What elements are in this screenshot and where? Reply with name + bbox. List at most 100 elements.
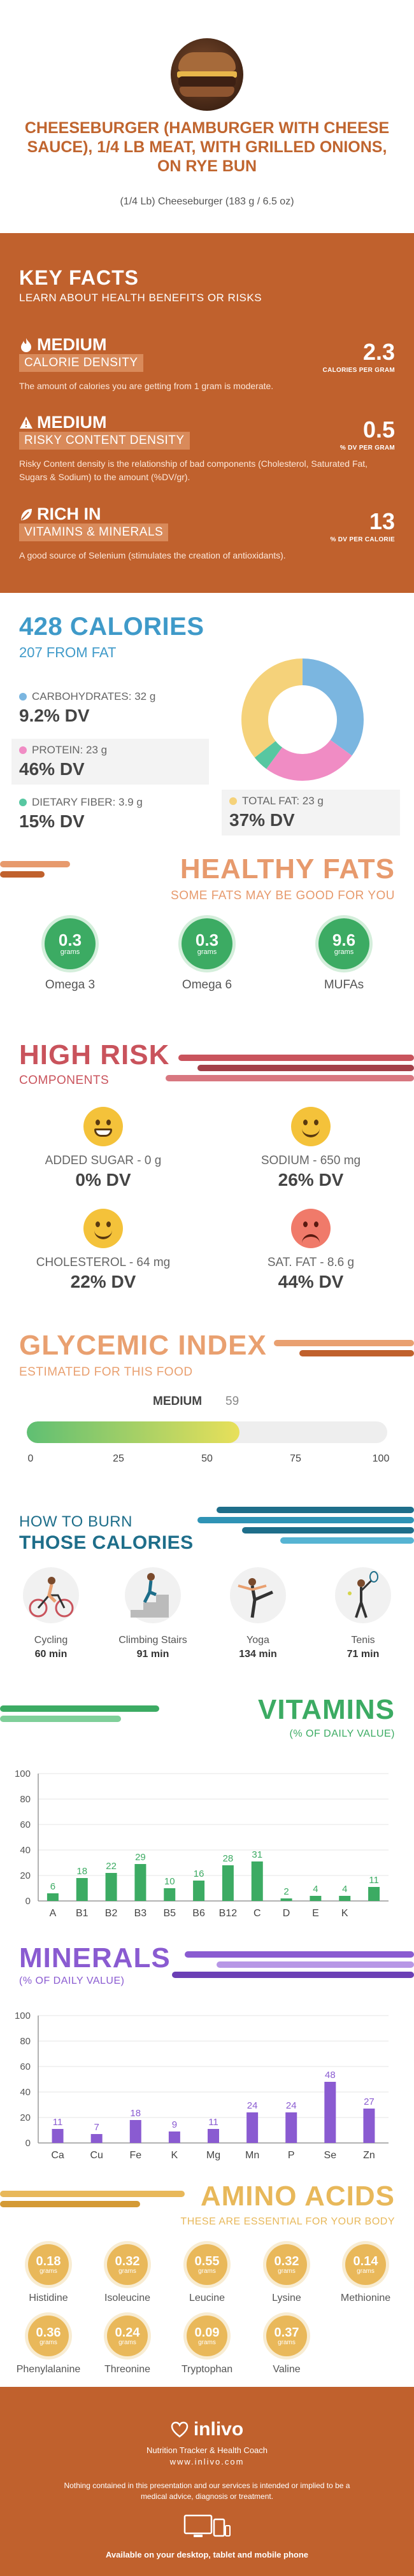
vitamin-category-label: B6 bbox=[192, 1908, 205, 1919]
macro-carbohydrates: CARBOHYDRATES: 32 g 9.2% DV bbox=[19, 690, 210, 726]
serving-size: (1/4 Lb) Cheeseburger (183 g / 6.5 oz) bbox=[120, 196, 294, 207]
vitamin-data-label: 6 bbox=[50, 1881, 55, 1892]
mineral-bar bbox=[285, 2112, 297, 2143]
vitamin-data-label: 29 bbox=[135, 1852, 146, 1863]
fat-dot-icon bbox=[229, 797, 237, 805]
brand-logo[interactable]: inlivo bbox=[0, 2419, 414, 2440]
glycemic-tick: 0 bbox=[27, 1453, 34, 1464]
macro-dv: 15% DV bbox=[19, 811, 85, 831]
minerals-bar-chart: 0 20 40 60 80 100 11 7 18 9 11 24 24 48 27 Ca Cu Fe K Mg Mn P… bbox=[15, 2010, 389, 2161]
mineral-category-label: Fe bbox=[129, 2150, 141, 2161]
mineral-data-label: 24 bbox=[247, 2100, 258, 2111]
zigzag-divider bbox=[0, 2382, 414, 2387]
mineral-category-label: K bbox=[171, 2150, 178, 2161]
amino-unit: grams bbox=[198, 2267, 216, 2275]
fact-value: 13 bbox=[369, 508, 395, 534]
donut-slice-protein bbox=[241, 658, 364, 781]
mineral-bar bbox=[246, 2112, 259, 2143]
footer: inlivo Nutrition Tracker & Health Coach … bbox=[0, 2382, 414, 2576]
amino-value: 0.37 bbox=[274, 2325, 299, 2340]
activity-name: Climbing Stairs bbox=[118, 1635, 187, 1646]
brand-url[interactable]: www.inlivo.com bbox=[169, 2457, 245, 2466]
fat-unit: grams bbox=[60, 948, 80, 956]
calories-from-fat: 207 FROM FAT bbox=[19, 644, 117, 660]
vitamin-bar bbox=[164, 1888, 176, 1901]
risk-dv: 26% DV bbox=[278, 1170, 344, 1190]
fact-unit: % DV PER CALORIE bbox=[330, 536, 395, 543]
amino-phenylalanine: 0.36 grams Phenylalanine bbox=[10, 2316, 87, 2375]
key-facts-title: KEY FACTS bbox=[19, 266, 139, 289]
vitamin-y-tick: 40 bbox=[20, 1845, 31, 1856]
amino-value: 0.24 bbox=[115, 2325, 140, 2340]
amino-name: Methionine bbox=[340, 2293, 391, 2303]
protein-dot-icon bbox=[19, 746, 27, 754]
cycling-icon bbox=[23, 1567, 79, 1623]
smile-face-icon bbox=[291, 1107, 331, 1146]
vitamin-category-label: C bbox=[253, 1908, 261, 1919]
mineral-data-label: 11 bbox=[53, 2117, 63, 2128]
mineral-data-label: 18 bbox=[130, 2108, 141, 2119]
vitamin-data-label: 11 bbox=[369, 1875, 379, 1886]
vitamin-category-label: B1 bbox=[76, 1908, 89, 1919]
fact-unit: % DV PER GRAM bbox=[339, 445, 395, 452]
sad-face-icon bbox=[291, 1209, 331, 1248]
amino-name: Threonine bbox=[104, 2364, 151, 2375]
vitamin-category-label: B12 bbox=[219, 1908, 238, 1919]
amino-unit: grams bbox=[118, 2267, 136, 2275]
fact-label: VITAMINS & MINERALS bbox=[19, 523, 169, 541]
mineral-bar bbox=[363, 2109, 375, 2143]
devices-icon bbox=[183, 2514, 231, 2537]
macro-protein: PROTEIN: 23 g 46% DV bbox=[11, 739, 209, 785]
amino-unit: grams bbox=[278, 2338, 296, 2346]
amino-subtitle: THESE ARE ESSENTIAL FOR YOUR BODY bbox=[180, 2216, 395, 2227]
burn-title-line1: HOW TO BURN bbox=[19, 1513, 132, 1530]
vitamin-category-label: E bbox=[312, 1908, 319, 1919]
mineral-y-tick: 100 bbox=[15, 2010, 31, 2021]
brand-name: inlivo bbox=[193, 2419, 244, 2440]
hero-section: CHEESEBURGER (HAMBURGER WITH CHEESE SAUC… bbox=[0, 0, 414, 242]
amino-unit: grams bbox=[198, 2338, 216, 2346]
risk-label: CHOLESTEROL - 64 mg bbox=[36, 1256, 171, 1269]
amino-name: Valine bbox=[273, 2364, 301, 2375]
amino-name: Isoleucine bbox=[104, 2293, 151, 2303]
calories-title: 428 CALORIES bbox=[19, 613, 204, 641]
vitamin-y-tick: 20 bbox=[20, 1870, 31, 1881]
fact-unit: CALORIES PER GRAM bbox=[322, 367, 395, 374]
fact-description: A good source of Selenium (stimulates th… bbox=[19, 550, 286, 560]
minerals-subtitle: (% OF DAILY VALUE) bbox=[19, 1975, 125, 1986]
amino-histidine: 0.18 grams Histidine bbox=[10, 2244, 87, 2304]
activity-name: Yoga bbox=[246, 1635, 269, 1646]
vitamins-title: VITAMINS bbox=[258, 1694, 395, 1725]
high-risk-title: HIGH RISK bbox=[19, 1039, 170, 1071]
heart-leaf-icon bbox=[171, 2421, 189, 2438]
fat-name: Omega 3 bbox=[45, 978, 96, 992]
macro-dv: 9.2% DV bbox=[19, 706, 90, 725]
vitamin-bar bbox=[368, 1887, 380, 1901]
vitamin-y-tick: 80 bbox=[20, 1794, 31, 1805]
mineral-bar bbox=[52, 2129, 64, 2143]
vitamin-data-label: 16 bbox=[194, 1868, 204, 1879]
decorative-stripes bbox=[166, 1055, 414, 1081]
vitamin-bar bbox=[251, 1861, 263, 1901]
vitamin-category-label: B3 bbox=[134, 1908, 147, 1919]
fat-omega3: 0.3 grams Omega 3 bbox=[32, 918, 108, 992]
mineral-y-tick: 0 bbox=[25, 2138, 31, 2149]
stairs-icon bbox=[125, 1567, 181, 1623]
vitamin-bar bbox=[280, 1898, 292, 1901]
amino-value: 0.36 bbox=[36, 2325, 61, 2340]
cheeseburger-image bbox=[171, 38, 243, 111]
key-facts-subtitle: LEARN ABOUT HEALTH BENEFITS OR RISKS bbox=[19, 292, 262, 304]
amino-unit: grams bbox=[39, 2267, 57, 2275]
glycemic-tick: 25 bbox=[113, 1453, 124, 1464]
mineral-category-label: Mn bbox=[245, 2150, 259, 2161]
vitamin-bar bbox=[105, 1873, 117, 1901]
fat-value: 0.3 bbox=[58, 930, 82, 950]
disclaimer: Nothing contained in this presentation a… bbox=[64, 2481, 350, 2501]
fat-value: 9.6 bbox=[332, 930, 356, 950]
vitamin-bar bbox=[134, 1864, 146, 1901]
high-risk-subtitle: COMPONENTS bbox=[19, 1074, 110, 1087]
activity-minutes: 134 min bbox=[239, 1649, 277, 1660]
glycemic-level: MEDIUM bbox=[153, 1395, 203, 1408]
activity-minutes: 71 min bbox=[346, 1649, 380, 1660]
vitamin-category-label: B2 bbox=[105, 1908, 118, 1919]
